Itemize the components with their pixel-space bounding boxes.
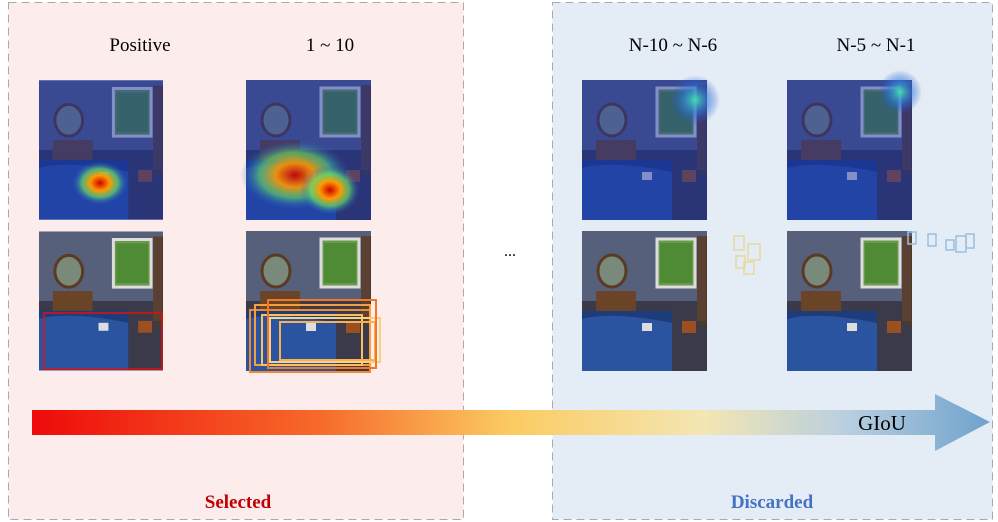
arrow-label: GIoU [858, 411, 906, 435]
column-header: 1 ~ 10 [306, 35, 354, 56]
column-header: N-5 ~ N-1 [837, 35, 916, 56]
column-header: Positive [109, 35, 170, 56]
figure: Positive 1 ~ 10 N-10 ~ N-6 N-5 ~ N-1 [0, 0, 998, 522]
selected-label: Selected [205, 492, 272, 513]
column-header: N-10 ~ N-6 [629, 35, 717, 56]
ellipsis: ... [504, 243, 516, 260]
discarded-label: Discarded [731, 492, 814, 513]
